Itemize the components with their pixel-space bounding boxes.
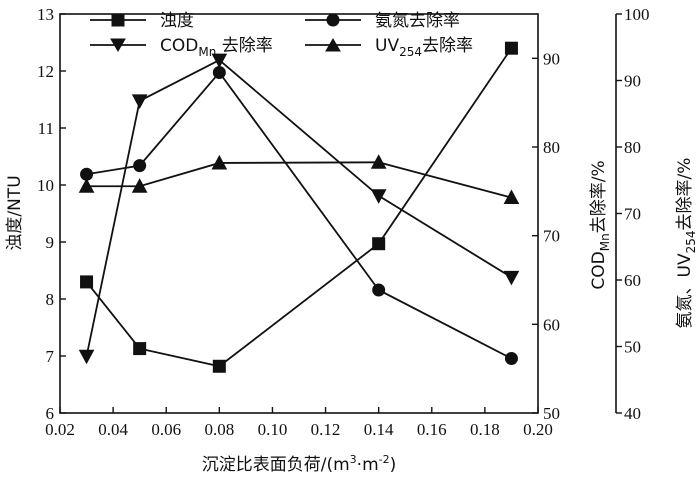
- x-tick-label: 0.06: [151, 420, 181, 439]
- data-point-triangle-up: [370, 154, 387, 169]
- data-point-triangle-up: [211, 154, 228, 170]
- series-line-2: [85, 59, 512, 357]
- x-tick-label: 0.14: [364, 420, 394, 439]
- right-y-axis-title: 氨氮、UV254去除率/%: [675, 158, 698, 329]
- right-y-tick-label: 50: [624, 338, 641, 357]
- middle-y-tick-label: 70: [543, 227, 560, 246]
- left-y-tick-label: 11: [38, 119, 54, 138]
- x-tick-label: 0.10: [258, 420, 288, 439]
- middle-y-tick-label: 60: [543, 315, 560, 334]
- left-y-tick-label: 12: [37, 62, 54, 81]
- data-point-triangle-down: [370, 189, 387, 204]
- legend-label: 氨氮去除率: [375, 11, 460, 31]
- plot-frame: [59, 13, 539, 414]
- legend-item-turbidity: 浊度: [90, 11, 194, 31]
- x-tick-label: 0.08: [204, 420, 234, 439]
- left-y-tick-label: 8: [46, 290, 55, 309]
- right-y-axis: 40 50 60 70 80 90 100: [616, 5, 650, 423]
- left-y-axis-title: 浊度/NTU: [5, 175, 25, 250]
- square-marker-icon: [111, 13, 125, 27]
- data-point-triangle-down: [131, 94, 148, 109]
- x-tick-label: 0.12: [311, 420, 341, 439]
- right-y-tick-label: 90: [624, 72, 641, 91]
- series-line-1: [86, 71, 512, 360]
- x-tick-label: 0.02: [45, 420, 75, 439]
- middle-y-tick-label: 50: [543, 404, 560, 423]
- data-point-circle: [504, 351, 518, 365]
- left-y-tick-label: 6: [46, 404, 55, 423]
- left-y-tick-label: 9: [46, 233, 55, 252]
- middle-y-axis-title: CODMn去除率/%: [589, 160, 612, 289]
- right-y-tick-label: 40: [624, 404, 641, 423]
- svg-text:沉淀比表面负荷/(m3·m-2): 沉淀比表面负荷/(m3·m-2): [202, 453, 397, 475]
- right-y-tick-label: 70: [624, 205, 641, 224]
- circle-marker-icon: [326, 13, 340, 27]
- data-point-square: [372, 237, 386, 251]
- data-point-triangle-down: [78, 349, 95, 365]
- data-point-triangle-up: [131, 178, 148, 193]
- middle-y-tick-label: 80: [543, 138, 560, 157]
- triangle-up-marker-icon: [325, 38, 341, 52]
- legend-label: 浊度: [160, 11, 194, 31]
- legend-label: CODMn 去除率: [160, 36, 273, 59]
- left-y-tick-label: 7: [46, 347, 55, 366]
- x-tick-label: 0.16: [417, 420, 447, 439]
- x-axis-title: 沉淀比表面负荷/(m3·m-2): [202, 453, 397, 475]
- legend-label: UV254去除率: [375, 36, 473, 59]
- legend-item-uv254: UV254去除率: [305, 36, 473, 59]
- x-tick-label: 0.18: [470, 420, 500, 439]
- data-point-triangle-up: [503, 189, 520, 205]
- data-point-circle: [212, 66, 226, 80]
- series-layer: [78, 41, 520, 373]
- data-point-square: [133, 342, 147, 356]
- triangle-down-marker-icon: [110, 38, 126, 52]
- x-tick-label: 0.04: [98, 420, 128, 439]
- data-point-square: [212, 359, 226, 373]
- middle-y-axis: 50 60 70 80 90: [532, 49, 560, 423]
- legend: 浊度 氨氮去除率 CODMn 去除率 UV254去除率: [90, 11, 473, 59]
- left-y-tick-label: 10: [37, 176, 54, 195]
- svg-text:CODMn去除率/%: CODMn去除率/%: [589, 160, 612, 289]
- data-point-triangle-up: [78, 178, 95, 193]
- legend-item-codmn: CODMn 去除率: [90, 36, 273, 59]
- data-point-square: [80, 275, 94, 289]
- left-y-axis: 6 7 8 9 10 11 12 13: [37, 5, 66, 423]
- right-y-tick-label: 100: [624, 5, 650, 24]
- right-y-tick-label: 60: [624, 271, 641, 290]
- svg-text:浊度/NTU: 浊度/NTU: [5, 175, 25, 250]
- x-axis: 0.02 0.04 0.06 0.08 0.10 0.12 0.14 0.16 0.18 0.20: [45, 407, 553, 439]
- middle-y-tick-label: 90: [543, 49, 560, 68]
- data-point-triangle-down: [503, 270, 520, 286]
- left-y-tick-label: 13: [37, 5, 54, 24]
- right-y-tick-label: 80: [624, 138, 641, 157]
- data-point-circle: [133, 159, 147, 173]
- data-point-square: [504, 41, 518, 55]
- data-point-circle: [372, 283, 386, 297]
- x-tick-label: 0.20: [523, 420, 553, 439]
- data-point-triangle-down: [211, 53, 228, 69]
- legend-item-ammonia: 氨氮去除率: [305, 11, 460, 31]
- svg-text:氨氮、UV254去除率/%: 氨氮、UV254去除率/%: [675, 158, 698, 329]
